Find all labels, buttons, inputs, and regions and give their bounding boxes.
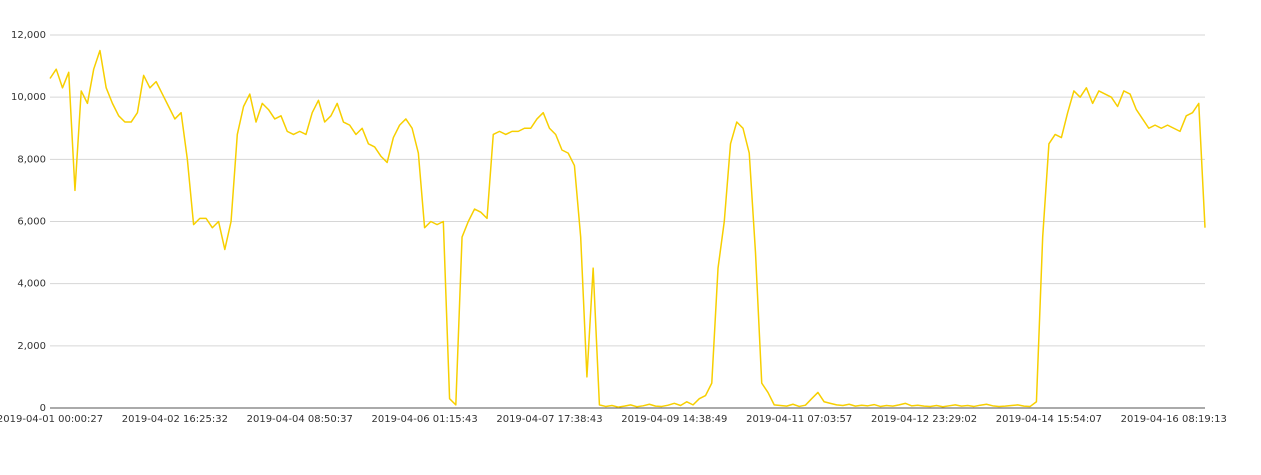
- x-tick-label: 2019-04-09 14:38:49: [621, 414, 727, 425]
- y-tick-label: 8,000: [17, 154, 46, 165]
- y-tick-label: 4,000: [17, 279, 46, 290]
- x-tick-label: 2019-04-01 00:00:27: [0, 414, 103, 425]
- y-tick-label: 12,000: [11, 30, 46, 41]
- y-tick-label: 2,000: [17, 341, 46, 352]
- x-tick-label: 2019-04-11 07:03:57: [746, 414, 852, 425]
- x-tick-label: 2019-04-02 16:25:32: [122, 414, 228, 425]
- data-line: [49, 49, 1206, 408]
- x-tick-label: 2019-04-07 17:38:43: [496, 414, 602, 425]
- x-tick-label: 2019-04-12 23:29:02: [871, 414, 977, 425]
- x-tick-label: 2019-04-06 01:15:43: [371, 414, 477, 425]
- x-tick-label: 2019-04-16 08:19:13: [1121, 414, 1227, 425]
- y-tick-label: 6,000: [17, 217, 46, 228]
- y-tick-label: 10,000: [11, 92, 46, 103]
- y-tick-label: 0: [40, 403, 46, 414]
- x-tick-label: 2019-04-04 08:50:37: [247, 414, 353, 425]
- x-tick-label: 2019-04-14 15:54:07: [996, 414, 1102, 425]
